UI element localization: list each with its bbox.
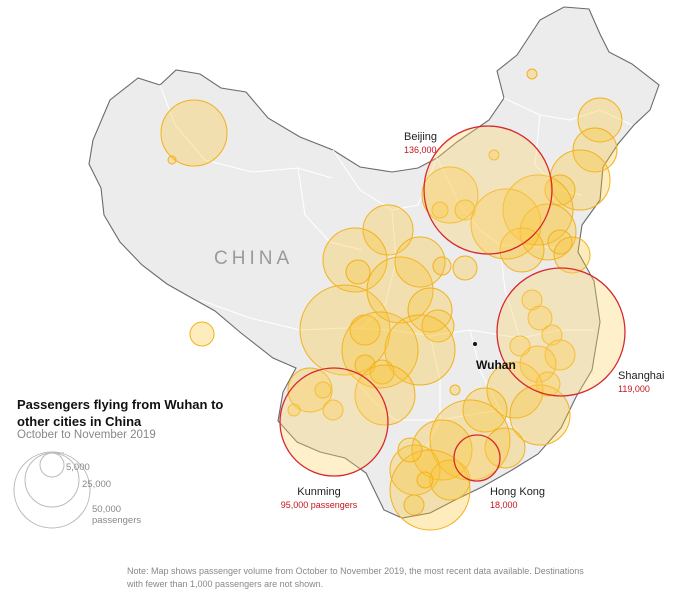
city-bubble-kunming — [279, 367, 389, 477]
city-bubble-beijing — [423, 125, 553, 255]
origin-label: Wuhan — [476, 358, 516, 372]
city-bubble — [509, 335, 531, 357]
country-label: CHINA — [214, 248, 294, 269]
city-bubble — [322, 399, 344, 421]
city-bubble — [431, 201, 449, 219]
city-bubble — [366, 256, 434, 324]
city-bubble — [577, 97, 623, 143]
city-bubble — [345, 259, 371, 285]
city-bubble — [341, 311, 419, 389]
legend-subtitle: October to November 2019 — [17, 429, 156, 441]
city-bubble — [189, 321, 215, 347]
city-bubble — [403, 494, 425, 516]
city-bubble — [421, 309, 455, 343]
city-label-kunming: Kunming 95,000 passengers — [264, 486, 374, 512]
city-bubble — [449, 384, 461, 396]
legend-circle-5000 — [39, 452, 65, 478]
city-bubble — [314, 381, 332, 399]
city-bubble — [454, 199, 476, 221]
city-label-shanghai: Shanghai 119,000 — [618, 370, 665, 396]
city-bubble — [287, 367, 333, 413]
city-value: 119,000 — [618, 384, 650, 394]
city-bubble — [521, 289, 543, 311]
city-value: 95,000 passengers — [280, 500, 358, 510]
city-bubble — [519, 203, 577, 261]
legend-label-50000: 50,000 passengers — [92, 504, 142, 526]
city-bubble — [572, 127, 618, 173]
city-bubble — [509, 384, 571, 446]
city-bubble — [416, 471, 434, 489]
city-bubble — [354, 364, 416, 426]
city-bubble — [544, 339, 576, 371]
city-value: 18,000 — [490, 500, 518, 510]
city-name: Beijing — [404, 131, 438, 143]
city-value: 136,000 — [404, 145, 437, 155]
legend-circle-50000 — [13, 451, 91, 529]
city-bubble — [384, 314, 456, 386]
city-bubble-hong-kong — [453, 434, 501, 482]
wuhan-marker — [473, 342, 477, 346]
legend-title: Passengers flying from Wuhan to other ci… — [17, 397, 224, 429]
city-bubble — [411, 419, 473, 481]
city-bubble — [389, 449, 471, 531]
city-bubble — [287, 403, 301, 417]
city-bubble — [462, 387, 508, 433]
legend-label-5000: 5,000 — [66, 462, 90, 473]
city-bubble — [397, 437, 423, 463]
city-bubble — [470, 188, 542, 260]
city-bubble — [432, 256, 452, 276]
city-bubble — [544, 174, 576, 206]
city-bubble — [519, 345, 557, 383]
city-bubble — [407, 287, 453, 333]
city-bubble — [526, 68, 538, 80]
city-label-hong-kong: Hong Kong 18,000 — [490, 486, 545, 512]
city-name: Shanghai — [618, 370, 665, 382]
city-name: Hong Kong — [490, 486, 546, 498]
legend-label-25000: 25,000 — [82, 479, 112, 490]
city-name: Kunming — [297, 486, 341, 498]
city-bubble — [421, 166, 479, 224]
city-bubble — [160, 99, 228, 167]
city-bubble-shanghai — [496, 267, 626, 397]
legend-circles — [13, 451, 91, 529]
city-bubble — [486, 361, 544, 419]
city-bubble — [484, 427, 526, 469]
city-bubble — [535, 371, 561, 397]
city-bubble — [549, 149, 611, 211]
city-bubble — [362, 204, 414, 256]
city-bubble — [167, 155, 177, 165]
city-bubble — [394, 236, 446, 288]
city-bubble — [299, 284, 391, 376]
city-bubble — [553, 236, 591, 274]
city-bubble — [499, 227, 545, 273]
footnote: Note: Map shows passenger volume from Oc… — [127, 566, 584, 589]
city-bubble — [452, 255, 478, 281]
city-bubble — [527, 305, 553, 331]
city-label-beijing: Beijing 136,000 — [404, 131, 437, 157]
passenger-bubbles — [160, 68, 626, 531]
city-bubble — [488, 149, 500, 161]
